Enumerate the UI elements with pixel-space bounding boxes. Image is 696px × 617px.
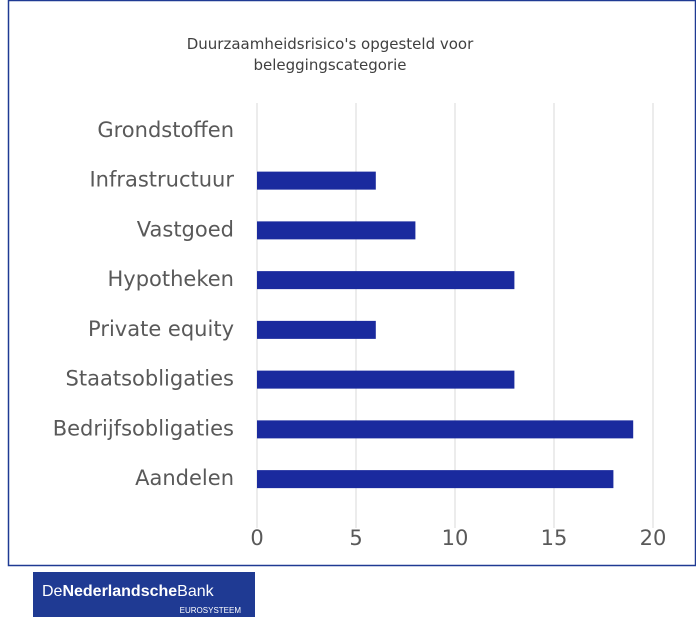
y-tick-label: Bedrijfsobligaties (53, 416, 234, 440)
y-tick-label: Vastgoed (137, 217, 234, 241)
x-tick-label: 10 (442, 526, 469, 550)
y-tick-label: Infrastructuur (89, 168, 234, 192)
x-tick-label: 5 (349, 526, 362, 550)
logo-part: Nederlandsche (62, 583, 178, 600)
y-tick-label: Grondstoffen (97, 118, 234, 142)
bar (257, 221, 416, 240)
y-tick-label: Private equity (88, 317, 234, 341)
x-tick-label: 15 (541, 526, 568, 550)
y-tick-label: Hypotheken (107, 267, 234, 291)
bar (257, 470, 614, 489)
y-tick-label: Staatsobligaties (66, 367, 234, 391)
chart-title: Duurzaamheidsrisico's opgesteld voor bel… (186, 35, 474, 74)
logo-sub: EUROSYSTEEM (179, 606, 241, 615)
logo-part: De (42, 583, 63, 600)
x-tick-label: 20 (640, 526, 667, 550)
bar (257, 271, 515, 290)
y-tick-label: Aandelen (135, 466, 234, 490)
bar (257, 370, 515, 389)
logo-part: Bank (177, 583, 214, 600)
bar (257, 320, 376, 339)
x-tick-label: 0 (250, 526, 263, 550)
logo-name: DeNederlandscheBank (42, 583, 214, 601)
logo: DeNederlandscheBank EUROSYSTEEM (33, 572, 255, 617)
bar (257, 420, 634, 439)
bar (257, 171, 376, 190)
